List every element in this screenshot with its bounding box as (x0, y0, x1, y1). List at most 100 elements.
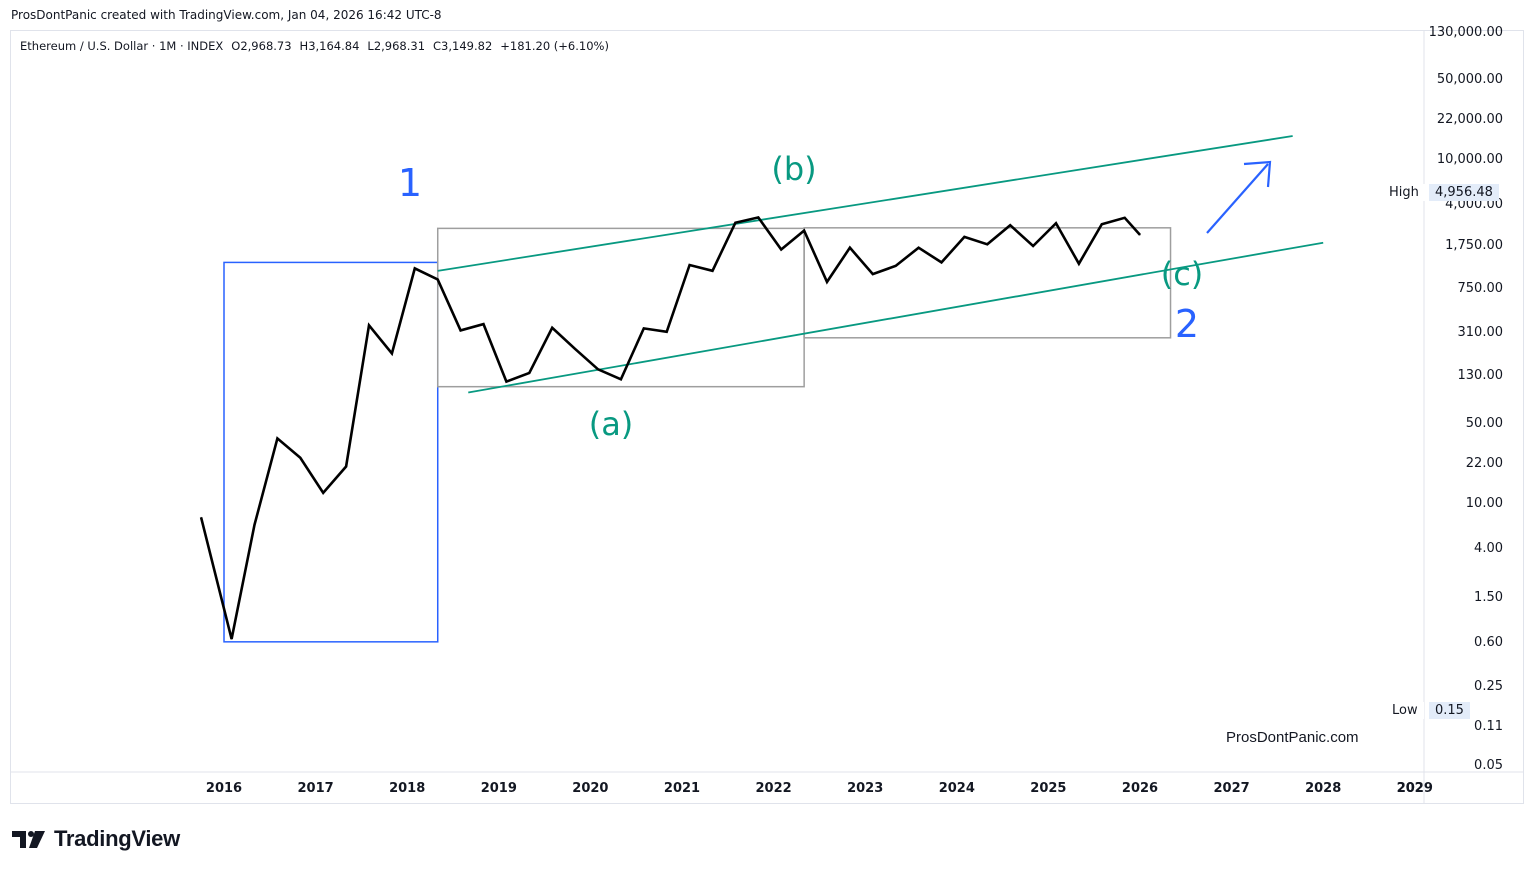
wave-label: (c) (1161, 255, 1204, 293)
wave-label: 2 (1175, 302, 1199, 346)
price-point (826, 281, 828, 283)
price-point (276, 437, 278, 439)
y-tick-label: 10.00 (1466, 496, 1503, 511)
tradingview-wordmark: TradingView (54, 826, 180, 851)
low-label: Low (1386, 702, 1424, 719)
abc-box-1 (436, 227, 805, 388)
wave-label: (a) (589, 405, 634, 443)
x-tick-label: 2023 (847, 781, 883, 796)
price-point (460, 329, 462, 331)
low-value: 0.15 (1429, 702, 1470, 719)
price-point (483, 323, 484, 325)
legend-high: H3,164.84 (299, 39, 360, 53)
x-tick-label: 2022 (756, 781, 792, 796)
boxes-layer (223, 227, 1172, 643)
price-line (199, 215, 1141, 640)
high-label: High (1383, 184, 1425, 201)
price-point (528, 372, 530, 374)
y-tick-label: 50.00 (1466, 416, 1503, 431)
x-tick-label: 2024 (939, 781, 975, 796)
y-tick-label: 4.00 (1474, 541, 1503, 556)
price-point (597, 368, 599, 370)
price-point (849, 247, 851, 249)
x-tick-label: 2026 (1122, 781, 1158, 796)
price-point (620, 378, 622, 380)
legend-low: L2,968.31 (367, 39, 426, 53)
abc-box-2 (803, 227, 1172, 339)
y-tick-label: 1,750.00 (1445, 238, 1503, 253)
channel-layer (437, 135, 1324, 394)
chart-credit: ProsDontPanic created with TradingView.c… (11, 8, 442, 22)
wave-1-box (223, 261, 439, 643)
price-point (1139, 234, 1141, 236)
y-tick-label: 310.00 (1458, 325, 1504, 340)
lower-channel (468, 241, 1324, 394)
up-arrow-head (1243, 160, 1272, 188)
watermark-text: ProsDontPanic.com (1226, 729, 1359, 746)
price-point (1032, 245, 1034, 247)
price-point (872, 273, 874, 275)
y-tick-label: 0.11 (1474, 719, 1503, 734)
x-tick-label: 2019 (481, 781, 517, 796)
price-point (666, 331, 668, 333)
price-point (231, 638, 233, 640)
price-point (1009, 224, 1011, 226)
price-point (780, 249, 782, 250)
price-point (734, 222, 736, 224)
y-tick-label: 50,000.00 (1437, 72, 1503, 87)
price-point (1124, 217, 1126, 219)
price-point (643, 327, 645, 329)
price-point (368, 324, 370, 326)
price-point (200, 516, 202, 518)
legend-close: C3,149.82 (433, 39, 493, 53)
x-tick-label: 2027 (1214, 781, 1250, 796)
price-point (505, 381, 507, 383)
tradingview-logo-icon (12, 831, 45, 848)
price-point (1101, 223, 1103, 225)
y-tick-label: 0.60 (1474, 635, 1503, 650)
y-tick-label: 22.00 (1466, 456, 1503, 471)
wave-label: 1 (398, 161, 422, 205)
x-tick-label: 2018 (389, 781, 425, 796)
y-tick-label: 10,000.00 (1437, 152, 1503, 167)
price-point (345, 466, 347, 467)
price-point (254, 524, 255, 526)
y-tick-label: 130,000.00 (1429, 25, 1503, 40)
axes-layer: 130,000.0050,000.0022,000.0010,000.004,0… (10, 25, 1524, 803)
y-tick-label: 22,000.00 (1437, 112, 1503, 127)
x-tick-label: 2029 (1397, 781, 1433, 796)
price-point (551, 327, 553, 329)
up-arrow-shaft (1206, 163, 1269, 234)
price-point (574, 348, 576, 350)
x-tick-label: 2020 (572, 781, 608, 796)
chart-frame (10, 30, 1524, 804)
x-tick-label: 2017 (298, 781, 334, 796)
price-point (1078, 263, 1080, 265)
legend-change: +181.20 (+6.10%) (500, 39, 609, 53)
x-tick-label: 2016 (206, 781, 242, 796)
wave-label: (b) (771, 150, 816, 188)
x-tick-label: 2028 (1305, 781, 1341, 796)
high-value: 4,956.48 (1429, 184, 1499, 201)
arrow-layer (1206, 160, 1272, 234)
chart-legend: Ethereum / U.S. Dollar · 1M · INDEX O2,96… (20, 39, 609, 53)
x-tick-label: 2025 (1030, 781, 1066, 796)
legend-open: O2,968.73 (231, 39, 292, 53)
price-point (712, 270, 713, 272)
x-tick-label: 2029 (1397, 781, 1433, 796)
price-point (918, 247, 920, 249)
price-point (963, 236, 965, 238)
price-point (414, 267, 416, 269)
price-point (941, 261, 942, 263)
x-tick-label: 2021 (664, 781, 700, 796)
price-point (299, 457, 301, 459)
upper-channel (437, 135, 1293, 272)
series-layer (199, 215, 1141, 640)
price-point (757, 216, 759, 218)
y-tick-label: 0.25 (1474, 679, 1503, 694)
y-tick-label: 130.00 (1458, 368, 1504, 383)
price-point (803, 230, 805, 232)
price-point (689, 264, 691, 266)
tradingview-brand[interactable]: TradingView (12, 826, 180, 852)
